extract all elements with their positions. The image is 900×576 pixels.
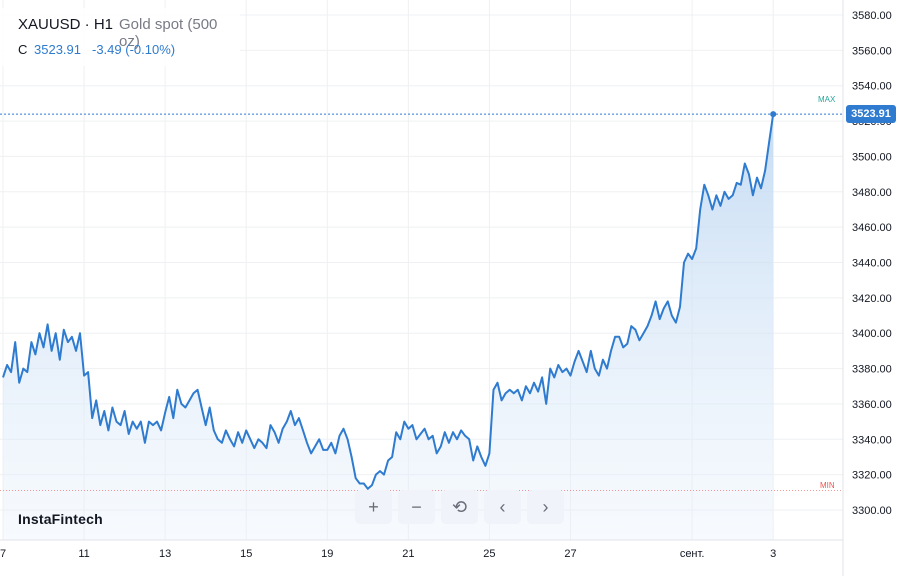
- y-tick-label: 3380.00: [852, 364, 892, 376]
- min-marker: MIN: [820, 481, 835, 490]
- x-tick-label: 15: [240, 548, 252, 560]
- x-tick-label: 21: [402, 548, 414, 560]
- y-tick-label: 3340.00: [852, 434, 892, 446]
- y-tick-label: 3360.00: [852, 399, 892, 411]
- y-tick-label: 3420.00: [852, 293, 892, 305]
- close-label: C: [18, 42, 28, 57]
- chart-controls: + − ⟲ ‹ ›: [355, 490, 564, 524]
- max-marker: MAX: [818, 95, 836, 104]
- price-change: -3.49 (-0.10%): [92, 42, 176, 57]
- x-tick-label: 27: [564, 548, 576, 560]
- y-tick-label: 3440.00: [852, 258, 892, 270]
- price-line: [2, 113, 775, 490]
- x-tick-label: 13: [159, 548, 171, 560]
- y-tick-label: 3320.00: [852, 470, 892, 482]
- time-axis[interactable]: 7 11 13 15 19 21 25 27 сент. 3: [0, 548, 776, 560]
- scroll-left-button[interactable]: ‹: [484, 490, 521, 524]
- y-tick-label: 3460.00: [852, 222, 892, 234]
- close-value: 3523.91: [34, 42, 81, 57]
- price-axis[interactable]: 3300.00 3320.00 3340.00 3360.00 3380.00 3400.…: [852, 10, 892, 517]
- y-tick-label: 3500.00: [852, 151, 892, 163]
- x-tick-label: 25: [483, 548, 495, 560]
- y-tick-label: 3560.00: [852, 45, 892, 57]
- y-tick-label: 3540.00: [852, 81, 892, 93]
- y-tick-label: 3300.00: [852, 505, 892, 517]
- scroll-right-button[interactable]: ›: [527, 490, 564, 524]
- price-area-fill: [3, 114, 774, 540]
- x-tick-label: 11: [78, 548, 89, 560]
- y-tick-label: 3400.00: [852, 328, 892, 340]
- current-price-tag: 3523.91: [846, 105, 896, 123]
- x-tick-label: 19: [321, 548, 333, 560]
- x-tick-label: 3: [770, 548, 776, 560]
- x-tick-label: сент.: [680, 548, 705, 560]
- zoom-in-button[interactable]: +: [355, 490, 392, 524]
- brand-logo: InstaFintech: [18, 511, 103, 527]
- zoom-out-button[interactable]: −: [398, 490, 435, 524]
- y-tick-label: 3480.00: [852, 187, 892, 199]
- reset-chart-button[interactable]: ⟲: [441, 490, 478, 524]
- legend-panel: XAUUSD · H1 Gold spot (500 oz) C 3523.91…: [0, 8, 240, 66]
- x-tick-label: 7: [0, 548, 6, 560]
- symbol-title[interactable]: XAUUSD · H1: [18, 16, 114, 33]
- symbol-description: Gold spot (500 oz): [119, 16, 218, 50]
- y-tick-label: 3580.00: [852, 10, 892, 22]
- last-price-dot: [770, 111, 777, 118]
